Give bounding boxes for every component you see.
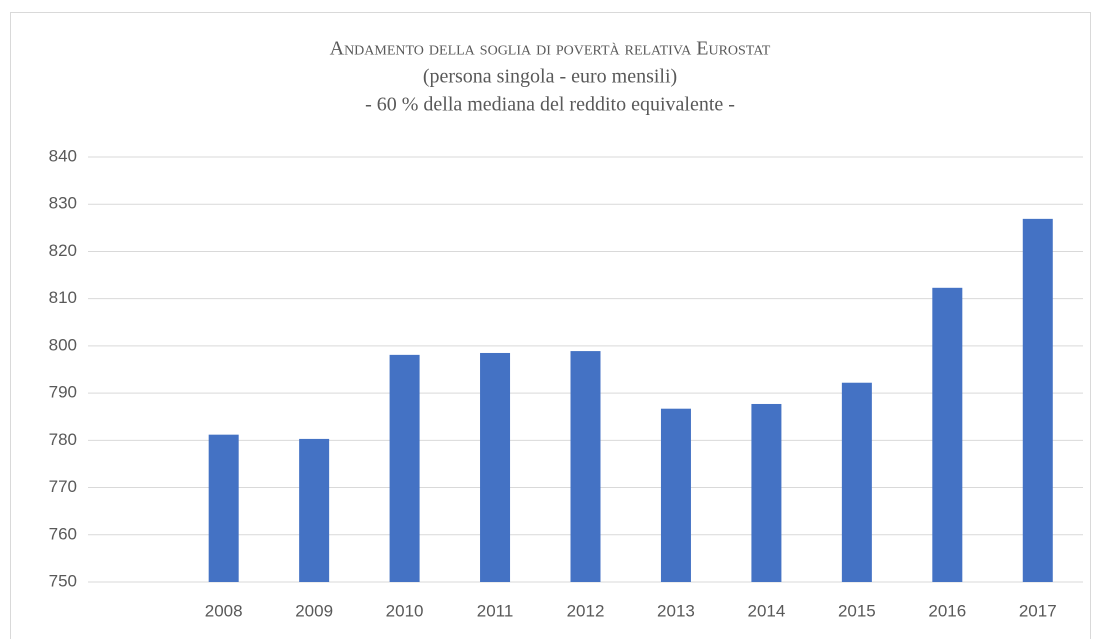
bar [570,351,601,582]
x-tick-label: 2011 [477,601,514,620]
y-tick-label: 820 [49,241,77,260]
bar [751,403,782,582]
y-tick-label: 780 [49,430,77,449]
y-tick-label: 810 [49,288,77,307]
bar [660,408,691,582]
y-tick-label: 770 [49,477,77,496]
y-tick-label: 790 [49,383,77,402]
y-tick-label: 840 [49,146,77,165]
bar [208,434,239,582]
bar [841,382,872,582]
x-tick-label: 2010 [386,601,424,620]
y-tick-label: 760 [49,524,77,543]
bar [1022,218,1053,582]
x-tick-label: 2016 [928,601,966,620]
bar [389,354,420,582]
bar [932,287,963,582]
y-tick-label: 750 [49,571,77,590]
x-tick-label: 2008 [205,601,243,620]
x-tick-label: 2013 [657,601,695,620]
chart-subtitle: - 60 % della mediana del reddito equival… [365,94,735,116]
x-tick-label: 2009 [295,601,333,620]
chart-subtitle: (persona singola - euro mensili) [423,66,677,88]
x-tick-label: 2012 [567,601,605,620]
chart-title: Andamento della soglia di povertà relati… [330,38,771,60]
y-tick-label: 800 [49,335,77,354]
x-tick-label: 2014 [747,601,785,620]
bar [480,352,511,582]
x-tick-label: 2015 [838,601,876,620]
bar [299,438,330,582]
y-tick-label: 830 [49,194,77,213]
x-tick-label: 2017 [1019,601,1057,620]
